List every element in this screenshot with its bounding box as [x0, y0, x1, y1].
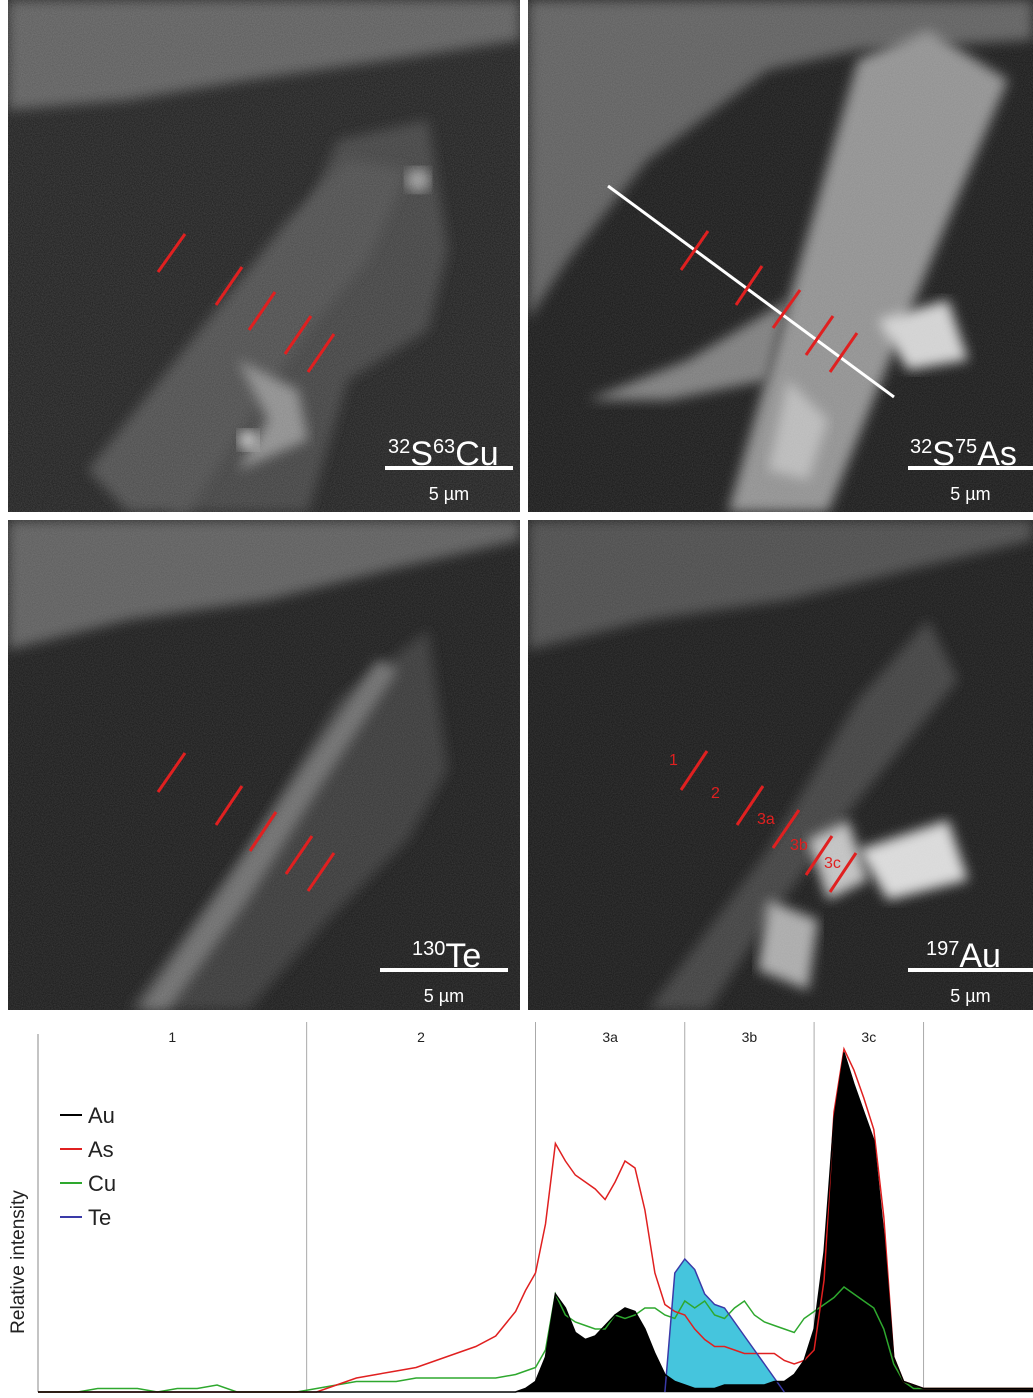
- legend: Au As Cu Te: [60, 1103, 116, 1230]
- au-region-label-2: 2: [711, 785, 720, 802]
- as-map-image: [528, 0, 1033, 512]
- scale-bar-te: [380, 968, 508, 972]
- scale-bar-as: [908, 466, 1033, 470]
- segment-label: 2: [417, 1029, 425, 1045]
- au-map-image: 1 2 3a 3b 3c: [528, 520, 1033, 1010]
- segment-label: 3a: [602, 1029, 618, 1045]
- intensity-profile-chart: Relative intensity 1 2 3a 3b 3c Au As Cu Te: [8, 1022, 1033, 1393]
- te-area: [664, 1259, 785, 1392]
- segment-label: 3c: [861, 1029, 876, 1045]
- series-line-au: [38, 1052, 1033, 1393]
- as-region-markers: [679, 230, 859, 373]
- profile-line: [607, 184, 895, 399]
- legend-label-te: Te: [88, 1205, 111, 1230]
- au-region-label-3a: 3a: [757, 811, 775, 828]
- segment-label: 1: [168, 1029, 176, 1045]
- te-map-image: [8, 520, 520, 1010]
- au-region-label-1: 1: [669, 752, 678, 769]
- panel-cu: 32S63Cu 5 µm: [8, 0, 520, 512]
- scale-label-as: 5 µm: [950, 484, 991, 504]
- isotope-label-as: 32S75As: [910, 435, 1017, 473]
- panel-as: 32S75As 5 µm: [528, 0, 1033, 512]
- au-area: [38, 1052, 1033, 1392]
- filled-areas: [38, 1052, 1033, 1392]
- cu-map-image: [8, 0, 520, 512]
- scale-label-te: 5 µm: [423, 986, 465, 1006]
- segment-dividers: 1 2 3a 3b 3c: [168, 1022, 925, 1392]
- au-region-markers: [679, 750, 858, 893]
- cu-region-markers: [156, 233, 336, 373]
- te-region-markers: [156, 752, 336, 892]
- scale-bar-au: [908, 968, 1033, 972]
- panel-te: 130Te 5 µm: [8, 520, 520, 1010]
- isotope-label-cu: 32S63Cu: [388, 435, 499, 473]
- scale-label-au: 5 µm: [950, 986, 991, 1006]
- isotope-label-te: 130Te: [412, 937, 482, 975]
- segment-label: 3b: [742, 1029, 758, 1045]
- au-region-label-3c: 3c: [824, 855, 841, 872]
- series-lines: [38, 1046, 1033, 1393]
- legend-label-as: As: [88, 1137, 114, 1162]
- legend-label-au: Au: [88, 1103, 115, 1128]
- legend-label-cu: Cu: [88, 1171, 116, 1196]
- scale-label-cu: 5 µm: [428, 484, 470, 504]
- series-line-te: [664, 1257, 785, 1393]
- scale-bar-cu: [385, 466, 513, 470]
- y-axis-label: Relative intensity: [8, 1190, 29, 1334]
- isotope-label-au: 197Au: [926, 937, 1001, 975]
- panel-au: 1 2 3a 3b 3c 197Au 5 µm: [528, 520, 1033, 1010]
- au-region-label-3b: 3b: [790, 837, 808, 854]
